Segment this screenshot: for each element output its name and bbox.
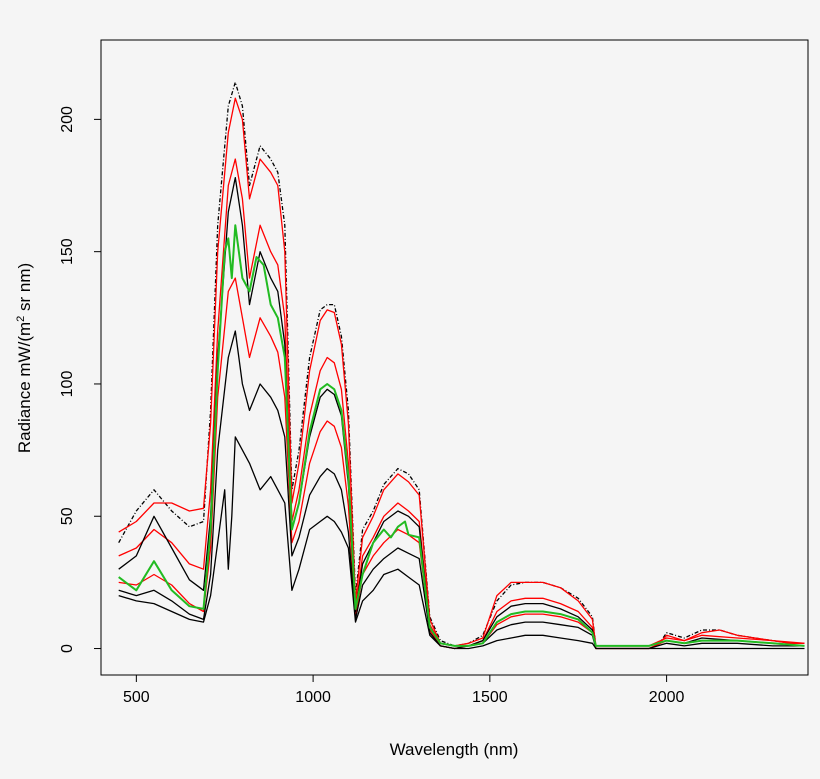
y-axis-title-main: Radiance mW/(m xyxy=(15,322,34,453)
axis-layer: 500 1000 1500 2000 0 50 100 150 200 xyxy=(59,106,684,706)
y-tick-label: 200 xyxy=(59,106,76,133)
y-tick-label: 150 xyxy=(59,238,76,265)
y-tick-label: 100 xyxy=(59,371,76,398)
series-layer xyxy=(118,81,805,650)
series-line-black-low xyxy=(118,330,805,650)
y-tick-label: 0 xyxy=(59,644,76,653)
x-axis-title: Wavelength (nm) xyxy=(390,740,519,759)
series-line-max-envelope xyxy=(118,81,805,647)
y-tick-label: 50 xyxy=(59,507,76,525)
y-axis-title: Radiance mW/(m2 sr nm) xyxy=(15,263,34,453)
x-tick-label: 2000 xyxy=(649,689,685,706)
x-tick-label: 1500 xyxy=(472,689,508,706)
y-axis-title-tail: sr nm) xyxy=(15,263,34,316)
y-axis-title-superscript: 2 xyxy=(15,316,27,322)
series-line-mean xyxy=(118,224,805,647)
x-tick-label: 500 xyxy=(123,689,150,706)
x-tick-label: 1000 xyxy=(295,689,331,706)
